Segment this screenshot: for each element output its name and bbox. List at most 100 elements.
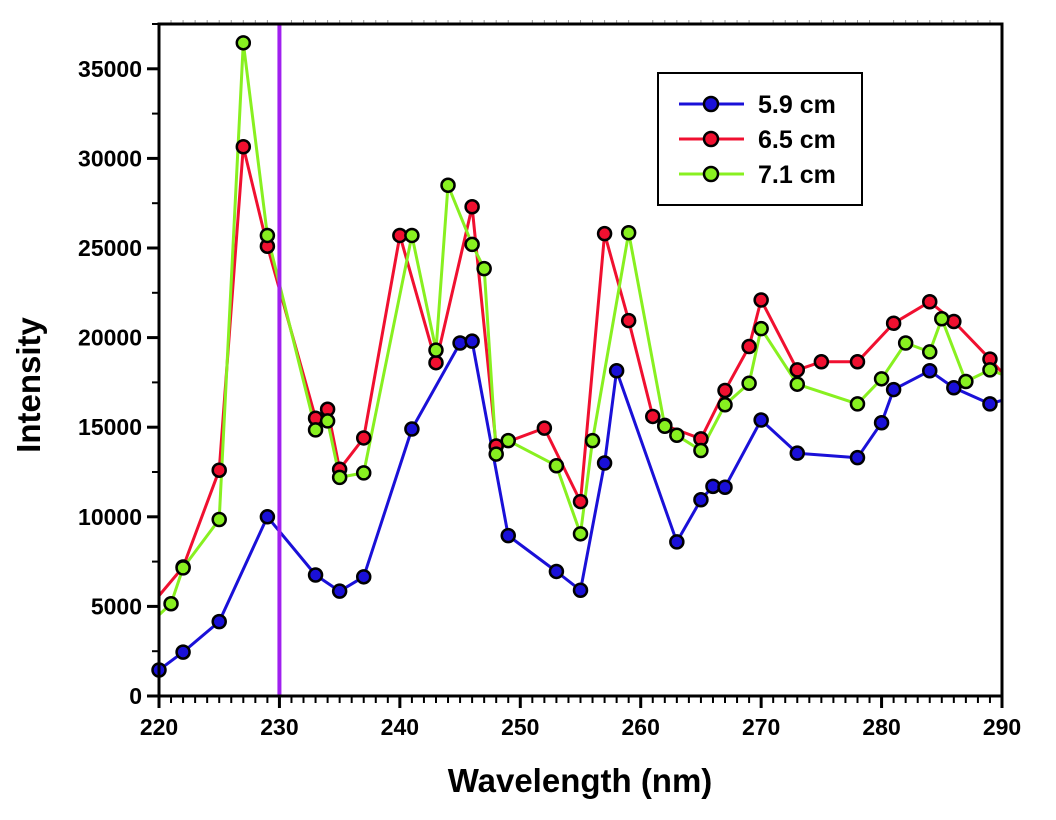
data-point <box>789 445 806 461</box>
legend-items: 5.9 cm 6.5 cm 7.1 cm <box>679 91 836 189</box>
data-point <box>982 396 998 412</box>
data-point <box>548 457 565 474</box>
data-point <box>885 381 902 398</box>
data-point <box>476 260 492 277</box>
data-point <box>620 312 637 329</box>
data-point <box>753 292 769 308</box>
data-point <box>693 442 709 459</box>
x-tick-label: 270 <box>742 714 780 740</box>
data-point <box>500 432 516 449</box>
data-point <box>355 430 372 446</box>
legend-item: 7.1 cm <box>679 161 836 189</box>
data-point <box>572 526 589 542</box>
y-axis-title: Intensity <box>10 317 47 453</box>
series-markers-5-9-cm <box>151 333 998 678</box>
data-point <box>319 413 336 429</box>
data-point <box>331 469 348 486</box>
data-point <box>873 371 890 387</box>
x-tick-label: 280 <box>862 714 900 740</box>
x-tick-label: 250 <box>501 714 539 740</box>
marker-layer <box>151 35 998 678</box>
data-point <box>211 462 227 478</box>
major-ticks <box>147 67 1004 708</box>
legend-label: 5.9 cm <box>758 91 836 119</box>
data-point <box>536 420 553 436</box>
data-point <box>657 418 673 435</box>
data-point <box>307 567 324 583</box>
data-point <box>753 320 769 337</box>
x-tick-label: 240 <box>381 714 419 740</box>
data-point <box>921 344 938 360</box>
data-point <box>813 354 830 370</box>
x-tick-label: 260 <box>622 714 660 740</box>
data-point <box>307 422 324 438</box>
data-point <box>982 362 998 378</box>
data-point <box>428 342 444 358</box>
legend-item: 5.9 cm <box>679 91 836 119</box>
data-point <box>789 362 806 378</box>
data-point <box>946 380 962 396</box>
x-tick-label: 220 <box>140 714 178 740</box>
data-point <box>849 396 866 412</box>
data-point <box>440 177 456 194</box>
data-point <box>331 583 348 599</box>
legend-label: 6.5 cm <box>758 126 836 154</box>
data-point <box>404 227 420 244</box>
data-point <box>669 534 685 550</box>
data-point <box>620 225 637 241</box>
data-point <box>645 408 661 425</box>
legend-marker <box>702 165 720 183</box>
y-tick-label: 5000 <box>91 593 142 619</box>
data-point <box>608 363 625 379</box>
data-point <box>548 563 565 580</box>
x-tick-label: 230 <box>260 714 298 740</box>
data-point <box>572 582 589 599</box>
data-point <box>741 338 757 355</box>
data-point <box>885 315 902 332</box>
data-point <box>464 236 480 253</box>
data-point <box>163 595 179 612</box>
data-point <box>897 335 914 351</box>
data-point <box>789 376 806 392</box>
data-point <box>211 511 227 528</box>
data-point <box>584 432 601 449</box>
data-point <box>235 35 252 51</box>
x-tick-label: 290 <box>983 714 1021 740</box>
data-point <box>235 139 252 155</box>
data-point <box>873 414 890 431</box>
data-point <box>717 382 733 399</box>
data-point <box>259 227 276 244</box>
x-tick-labels: 220 230 240 250 260 270 280 290 <box>140 714 1021 740</box>
data-point <box>428 354 444 371</box>
legend: 5.9 cm 6.5 cm 7.1 cm <box>657 72 863 206</box>
y-tick-label: 20000 <box>78 325 142 351</box>
data-point <box>717 397 733 413</box>
series-markers-6-5-cm <box>175 139 998 575</box>
x-axis-title: Wavelength (nm) <box>448 762 713 799</box>
y-tick-label: 15000 <box>78 414 142 440</box>
data-point <box>753 412 769 428</box>
data-point <box>741 375 757 392</box>
data-point <box>921 363 938 379</box>
data-point <box>175 644 191 660</box>
data-point <box>921 294 938 310</box>
data-point <box>669 427 685 444</box>
data-point <box>934 311 950 327</box>
y-tick-labels: 0 5000 10000 15000 20000 25000 30000 35000 <box>78 56 142 709</box>
y-tick-label: 25000 <box>78 235 142 261</box>
data-point <box>355 465 372 481</box>
y-tick-label: 35000 <box>78 56 142 82</box>
y-tick-label: 30000 <box>78 145 142 171</box>
data-point <box>717 479 733 495</box>
legend-label: 7.1 cm <box>758 161 836 189</box>
data-point <box>404 421 420 437</box>
plot-frame <box>157 22 1004 698</box>
data-point <box>488 446 504 462</box>
data-point <box>211 613 227 630</box>
data-point <box>596 225 613 242</box>
legend-marker <box>702 95 720 113</box>
legend-marker <box>702 130 720 148</box>
data-point <box>355 569 372 585</box>
